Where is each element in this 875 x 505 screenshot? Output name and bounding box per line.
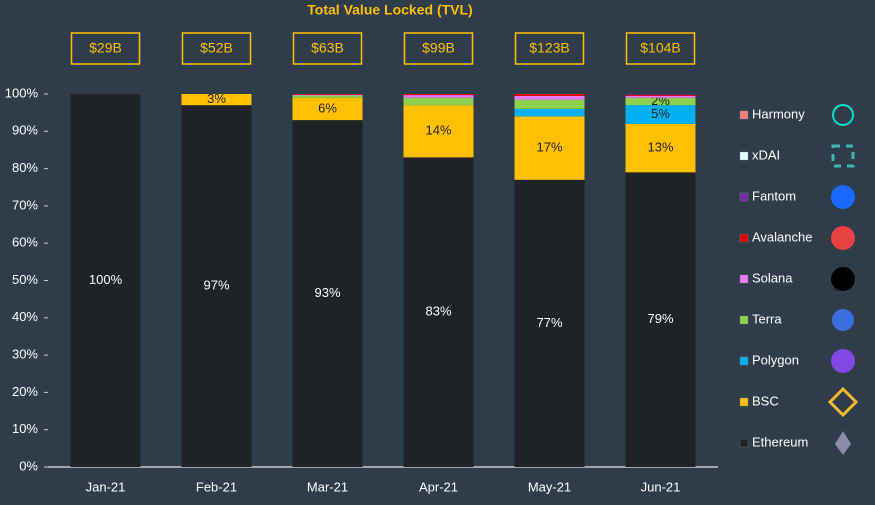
y-tick-label: 40% — [12, 309, 38, 324]
icon — [831, 267, 855, 291]
chart-title: Total Value Locked (TVL) — [307, 2, 472, 18]
legend-label: BSC — [752, 393, 779, 408]
bar-segment — [625, 95, 696, 98]
value-label: 100% — [89, 272, 123, 287]
legend-label: Avalanche — [752, 229, 812, 244]
legend-swatch — [739, 233, 749, 243]
bar-segment — [403, 157, 474, 467]
x-tick-label: May-21 — [528, 479, 571, 494]
y-tick-label: 10% — [12, 421, 38, 436]
total-box — [514, 32, 585, 65]
bar-segment — [403, 97, 474, 106]
y-tick-label: 30% — [12, 347, 38, 362]
legend-swatch — [739, 397, 749, 407]
total-label: $29B — [89, 40, 122, 56]
bar-segment — [514, 108, 585, 117]
icon — [832, 309, 854, 331]
legend-label: Solana — [752, 270, 793, 285]
bar-segment — [292, 120, 363, 468]
value-label: 77% — [536, 315, 562, 330]
bar-segment — [403, 105, 474, 158]
bar-segment — [292, 94, 363, 95]
y-tick-label: 80% — [12, 160, 38, 175]
total-box — [70, 32, 141, 65]
icon — [831, 144, 855, 168]
legend-swatch — [739, 110, 749, 120]
y-tick-label: 50% — [12, 272, 38, 287]
y-tick-label: 70% — [12, 197, 38, 212]
value-label: 14% — [425, 123, 451, 138]
value-label: 3% — [207, 91, 226, 106]
bar-segment — [514, 94, 585, 96]
legend-swatch — [739, 356, 749, 366]
bar-segment — [181, 94, 252, 106]
bar-segment — [70, 94, 141, 467]
legend-swatch — [739, 315, 749, 325]
icon — [832, 104, 854, 126]
x-tick-label: Jan-21 — [86, 479, 126, 494]
legend-icons — [827, 104, 859, 455]
total-box — [403, 32, 474, 65]
total-label: $63B — [311, 40, 344, 56]
value-label: 6% — [318, 100, 337, 115]
y-tick-label: 100% — [5, 85, 39, 100]
value-label: 13% — [647, 140, 673, 155]
icon — [827, 386, 859, 418]
bar-segment — [625, 97, 696, 106]
bar-segment — [181, 105, 252, 467]
value-label: 93% — [314, 285, 340, 300]
legend-swatch — [739, 151, 749, 161]
legend-swatch — [739, 274, 749, 284]
bar-segment — [625, 94, 696, 96]
x-tick-label: Jun-21 — [641, 479, 681, 494]
bar-segment — [625, 94, 696, 95]
total-box — [625, 32, 696, 65]
value-label: 5% — [651, 106, 670, 121]
y-tick-label: 90% — [12, 123, 38, 138]
total-box — [181, 32, 252, 65]
icon — [831, 185, 855, 209]
icon — [831, 226, 855, 250]
value-label: 17% — [536, 140, 562, 155]
x-tick-label: Feb-21 — [196, 479, 237, 494]
bar-segment — [403, 95, 474, 98]
bar-segment — [403, 94, 474, 96]
total-label: $123B — [529, 40, 569, 56]
bar-segment — [625, 172, 696, 467]
legend-swatch — [739, 438, 749, 448]
icon — [831, 349, 855, 373]
total-box — [292, 32, 363, 65]
value-label: 83% — [425, 304, 451, 319]
x-tick-label: Apr-21 — [419, 479, 458, 494]
bar-segment — [514, 179, 585, 468]
legend-label: Terra — [752, 311, 782, 326]
total-label: $52B — [200, 40, 233, 56]
y-tick-label: 0% — [19, 458, 38, 473]
value-label: 79% — [647, 311, 673, 326]
legend-label: xDAI — [752, 147, 780, 162]
bar-segment — [625, 105, 696, 124]
legend-label: Ethereum — [752, 434, 808, 449]
legend-label: Fantom — [752, 188, 796, 203]
bar-segment — [514, 95, 585, 100]
legend-label: Polygon — [752, 352, 799, 367]
y-tick-label: 60% — [12, 235, 38, 250]
legend-label: Harmony — [752, 106, 805, 121]
bar-segment — [625, 123, 696, 173]
y-tick-label: 20% — [12, 384, 38, 399]
icon — [835, 431, 851, 455]
total-label: $99B — [422, 40, 455, 56]
bar-segment — [292, 94, 363, 96]
total-label: $104B — [640, 40, 680, 56]
bar-segment — [292, 97, 363, 121]
legend-swatch — [739, 192, 749, 202]
bar-segment — [514, 99, 585, 109]
bar-segment — [514, 116, 585, 180]
x-tick-label: Mar-21 — [307, 479, 348, 494]
bar-segment — [292, 95, 363, 98]
value-label: 97% — [203, 278, 229, 293]
